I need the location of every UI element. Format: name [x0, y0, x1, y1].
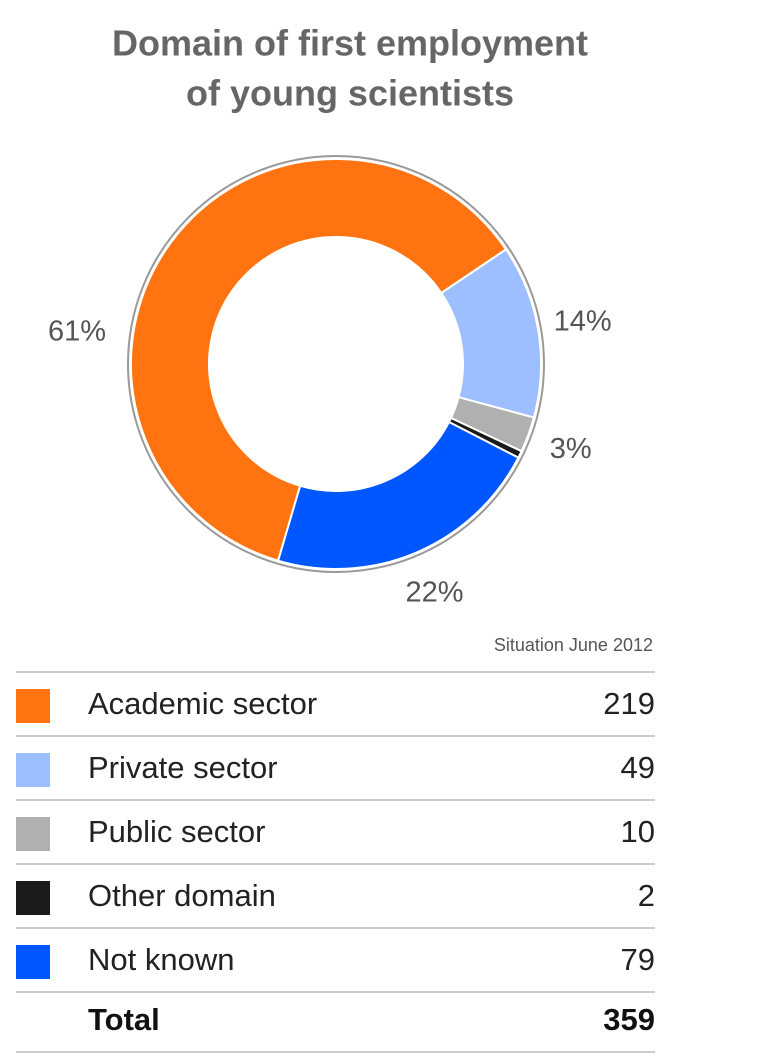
value-label: 2 [638, 878, 655, 913]
legend-swatch [16, 881, 50, 915]
category-label: Public sector [88, 814, 265, 849]
chart-title: of young scientists [186, 73, 514, 114]
legend-swatch [16, 689, 50, 723]
value-label: 79 [621, 942, 655, 977]
category-label: Other domain [88, 878, 276, 913]
slice-label: 3% [550, 433, 592, 465]
chart-title: Domain of first employment [112, 23, 588, 64]
slice-label: 61% [48, 316, 106, 348]
donut-slice [130, 158, 508, 562]
legend-swatch [16, 945, 50, 979]
legend-swatch [16, 753, 50, 787]
total-label: Total [88, 1002, 160, 1037]
category-label: Not known [88, 942, 234, 977]
value-label: 219 [603, 686, 655, 721]
note: Situation June 2012 [494, 635, 653, 655]
donut-slice [276, 420, 520, 570]
total-value: 359 [603, 1002, 655, 1037]
legend-swatch [16, 817, 50, 851]
value-label: 10 [621, 814, 655, 849]
category-label: Private sector [88, 750, 278, 785]
slice-label: 14% [554, 306, 612, 338]
category-label: Academic sector [88, 686, 317, 721]
donut-ring [127, 155, 545, 573]
slice-label: 22% [406, 576, 464, 608]
value-label: 49 [621, 750, 655, 785]
